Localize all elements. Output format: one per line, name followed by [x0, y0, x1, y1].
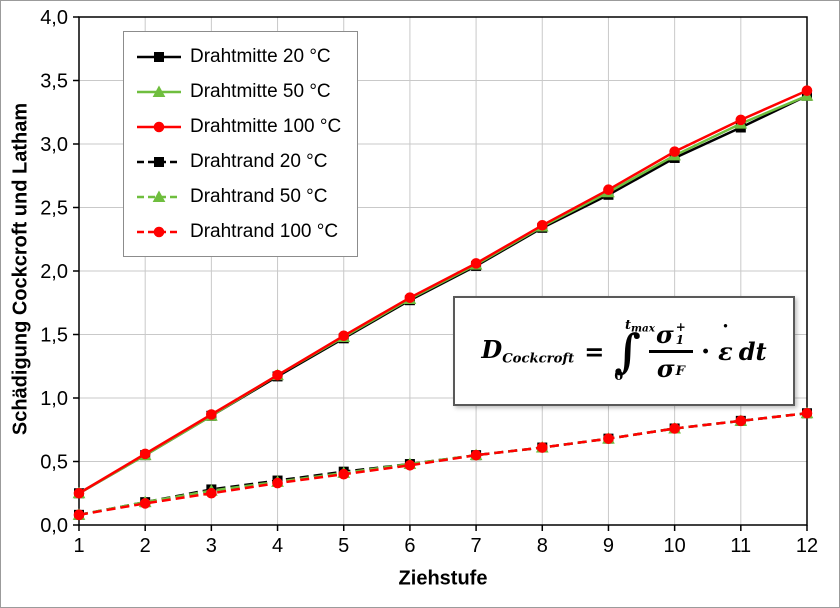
- legend-item-1: Drahtmitte 50 °C: [136, 79, 341, 104]
- legend-item-2: Drahtmitte 100 °C: [136, 114, 341, 139]
- legend-label: Drahtrand 50 °C: [190, 186, 328, 207]
- legend-item-3: Drahtrand 20 °C: [136, 149, 341, 174]
- legend-label: Drahtrand 20 °C: [190, 151, 328, 172]
- marker-circle: [603, 184, 614, 196]
- y-tick-label: 1,0: [40, 388, 68, 410]
- legend-label: Drahtrand 100 °C: [190, 221, 339, 242]
- y-tick-label: 1,5: [40, 325, 68, 347]
- marker-circle: [735, 114, 747, 126]
- marker-circle: [801, 407, 813, 419]
- y-axis-title: Schädigung Cockcroft und Latham: [9, 102, 32, 436]
- marker-triangle: [152, 189, 166, 202]
- legend-item-0: Drahtmitte 20 °C: [136, 44, 341, 69]
- marker-square: [154, 51, 164, 62]
- marker-circle: [338, 468, 350, 480]
- y-tick-label: 2,0: [40, 261, 68, 283]
- strain-rate-symbol: ˙ ε: [718, 320, 733, 366]
- marker-circle: [536, 219, 548, 231]
- formula-integral: tmax ∫ 0: [614, 318, 655, 384]
- x-tick-label: 10: [664, 535, 686, 557]
- legend-sample: [137, 51, 181, 62]
- x-tick-label: 8: [537, 535, 548, 557]
- legend-label: Drahtmitte 50 °C: [190, 81, 331, 102]
- legend-item-5: Drahtrand 100 °C: [136, 219, 341, 244]
- y-tick-label: 0,0: [40, 515, 68, 537]
- marker-circle: [73, 509, 85, 521]
- marker-triangle: [152, 84, 166, 97]
- marker-circle: [206, 487, 217, 499]
- marker-circle: [470, 449, 482, 461]
- legend-item-4: Drahtrand 50 °C: [136, 184, 341, 209]
- marker-circle: [272, 369, 283, 381]
- formula-lhs: DCockcroft: [481, 335, 575, 367]
- formula-dt: dt: [738, 336, 767, 366]
- marker-circle: [669, 146, 680, 157]
- y-tick-label: 0,5: [40, 452, 68, 474]
- y-tick-label: 3,5: [40, 71, 68, 93]
- x-tick-label: 1: [73, 535, 84, 557]
- x-tick-label: 6: [404, 535, 415, 557]
- x-tick-label: 3: [206, 535, 217, 557]
- marker-circle: [153, 226, 165, 237]
- marker-circle: [272, 477, 283, 489]
- series-line-5: [78, 411, 808, 517]
- marker-circle: [536, 442, 548, 453]
- legend-sample: [137, 189, 181, 202]
- chart-legend: Drahtmitte 20 °C Drahtmitte 50 °C Drahtmit…: [123, 31, 359, 257]
- legend-sample: [137, 156, 181, 167]
- x-tick-label: 7: [471, 535, 482, 557]
- marker-circle: [404, 460, 416, 471]
- integral-sign: ∫: [614, 324, 641, 379]
- marker-circle: [206, 409, 217, 420]
- marker-circle: [139, 498, 151, 509]
- marker-circle: [73, 487, 85, 499]
- marker-circle: [801, 85, 813, 96]
- dot-operator: ·: [700, 335, 711, 367]
- marker-circle: [735, 415, 747, 427]
- marker-square: [154, 156, 164, 167]
- legend-sample: [137, 121, 181, 132]
- x-tick-label: 12: [796, 535, 818, 557]
- legend-label: Drahtmitte 100 °C: [190, 116, 342, 137]
- formula-equals: =: [584, 336, 605, 366]
- x-axis-title: Ziehstufe: [398, 567, 488, 590]
- series-line-2: [78, 89, 808, 495]
- x-tick-label: 5: [338, 535, 349, 557]
- y-tick-label: 3,0: [40, 134, 68, 156]
- legend-label: Drahtmitte 20 °C: [190, 46, 331, 67]
- marker-circle: [603, 433, 614, 444]
- x-tick-label: 11: [730, 535, 751, 557]
- legend-sample: [137, 84, 181, 97]
- plot-border: [78, 16, 808, 526]
- x-tick-label: 2: [140, 535, 151, 557]
- y-tick-label: 4,0: [40, 7, 68, 29]
- marker-circle: [139, 448, 151, 460]
- x-tick-label: 9: [603, 535, 614, 557]
- legend-sample: [137, 226, 181, 237]
- x-tick-label: 4: [272, 535, 283, 557]
- marker-circle: [153, 121, 165, 132]
- marker-circle: [404, 292, 416, 303]
- y-tick-label: 2,5: [40, 198, 68, 220]
- marker-circle: [669, 423, 680, 434]
- fraction-bar: [648, 350, 693, 353]
- marker-circle: [470, 258, 482, 269]
- marker-circle: [338, 330, 350, 342]
